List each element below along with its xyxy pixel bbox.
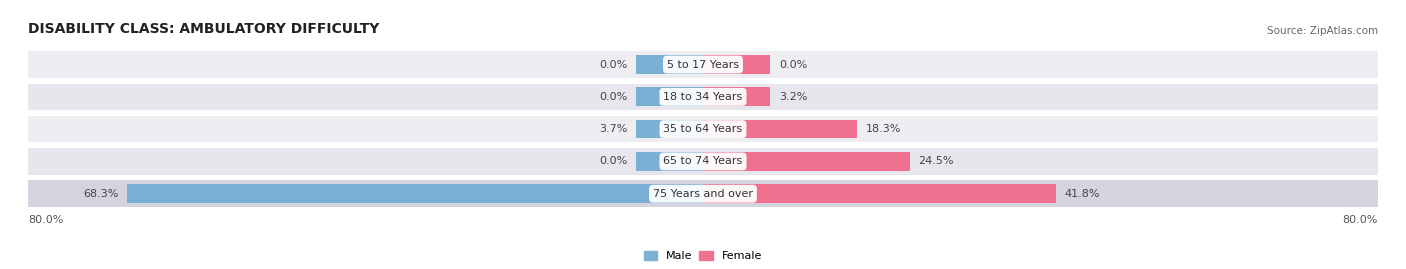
Bar — [636, 55, 703, 74]
Legend: Male, Female: Male, Female — [640, 246, 766, 266]
Text: 80.0%: 80.0% — [28, 215, 63, 225]
Text: 65 to 74 Years: 65 to 74 Years — [664, 156, 742, 167]
Text: 3.7%: 3.7% — [599, 124, 627, 134]
Text: 5 to 17 Years: 5 to 17 Years — [666, 59, 740, 70]
Bar — [636, 87, 703, 106]
Text: 75 Years and over: 75 Years and over — [652, 189, 754, 199]
Text: 18 to 34 Years: 18 to 34 Years — [664, 92, 742, 102]
Text: 0.0%: 0.0% — [599, 156, 627, 167]
Bar — [703, 87, 770, 106]
Text: 35 to 64 Years: 35 to 64 Years — [664, 124, 742, 134]
Text: 0.0%: 0.0% — [599, 92, 627, 102]
Bar — [703, 120, 858, 139]
Bar — [28, 84, 1378, 110]
Bar — [636, 120, 703, 139]
Text: 3.2%: 3.2% — [779, 92, 807, 102]
Text: Source: ZipAtlas.com: Source: ZipAtlas.com — [1267, 26, 1378, 36]
Text: 0.0%: 0.0% — [599, 59, 627, 70]
Text: 0.0%: 0.0% — [779, 59, 807, 70]
Text: 68.3%: 68.3% — [83, 189, 118, 199]
Bar — [703, 184, 1056, 203]
Text: DISABILITY CLASS: AMBULATORY DIFFICULTY: DISABILITY CLASS: AMBULATORY DIFFICULTY — [28, 22, 380, 36]
Bar — [703, 152, 910, 171]
Bar — [28, 116, 1378, 142]
Text: 41.8%: 41.8% — [1064, 189, 1099, 199]
Bar — [127, 184, 703, 203]
Bar — [28, 148, 1378, 175]
Text: 80.0%: 80.0% — [1343, 215, 1378, 225]
Bar — [28, 180, 1378, 207]
Text: 24.5%: 24.5% — [918, 156, 953, 167]
Bar — [636, 152, 703, 171]
Bar — [28, 51, 1378, 78]
Text: 18.3%: 18.3% — [866, 124, 901, 134]
Bar — [703, 55, 770, 74]
